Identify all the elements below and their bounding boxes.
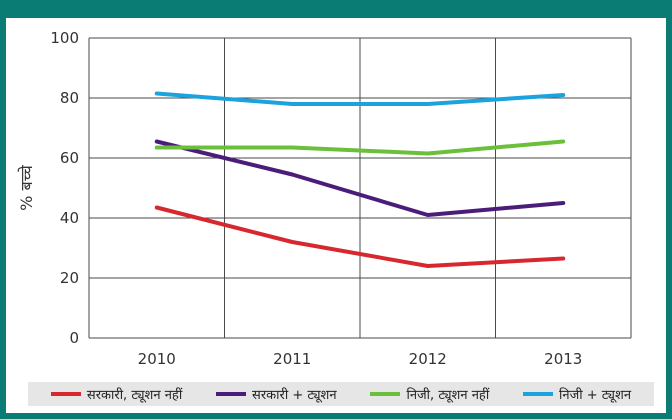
series-line-1 [154,139,566,217]
y-tick-label: 20 [60,269,79,287]
grid [88,37,632,339]
series-lines [154,91,566,268]
legend-item-3: निजी + ट्यूशन [523,385,631,403]
series-line-0 [154,205,566,268]
x-tick-label: 2012 [409,350,447,368]
legend-label: सरकारी + ट्यूशन [252,388,337,403]
legend-swatch [370,392,401,396]
legend: सरकारी, ट्यूशन नहीं सरकारी + ट्यूशन निजी, … [28,382,654,406]
legend-label: निजी + ट्यूशन [559,388,632,403]
x-tick-label: 2013 [544,350,582,368]
y-tick-label: 40 [60,209,79,227]
x-axis-ticks: 2010 2011 2012 2013 [138,350,583,368]
series-line-3 [154,91,566,106]
legend-item-0: सरकारी, ट्यूशन नहीं [50,385,183,403]
legend-swatch [50,392,81,396]
y-tick-label: 100 [50,29,79,47]
legend-swatch [523,392,554,396]
chart-panel: 0 20 40 60 80 100 2010 2011 2012 2013 % बच्चे सर… [6,18,666,413]
y-axis-label: % बच्चे [17,164,36,210]
y-axis-ticks: 0 20 40 60 80 100 [50,29,79,347]
legend-label: सरकारी, ट्यूशन नहीं [86,388,183,403]
legend-item-2: निजी, ट्यूशन नहीं [370,385,489,403]
x-tick-label: 2010 [138,350,176,368]
legend-label: निजी, ट्यूशन नहीं [406,388,490,403]
y-tick-label: 80 [60,89,79,107]
legend-swatch [216,392,247,396]
line-chart: 0 20 40 60 80 100 2010 2011 2012 2013 % बच्चे [17,29,632,368]
series-line-2 [154,139,566,156]
x-tick-label: 2011 [273,350,311,368]
legend-item-1: सरकारी + ट्यूशन [216,385,337,403]
y-tick-label: 0 [69,329,79,347]
y-tick-label: 60 [60,149,79,167]
